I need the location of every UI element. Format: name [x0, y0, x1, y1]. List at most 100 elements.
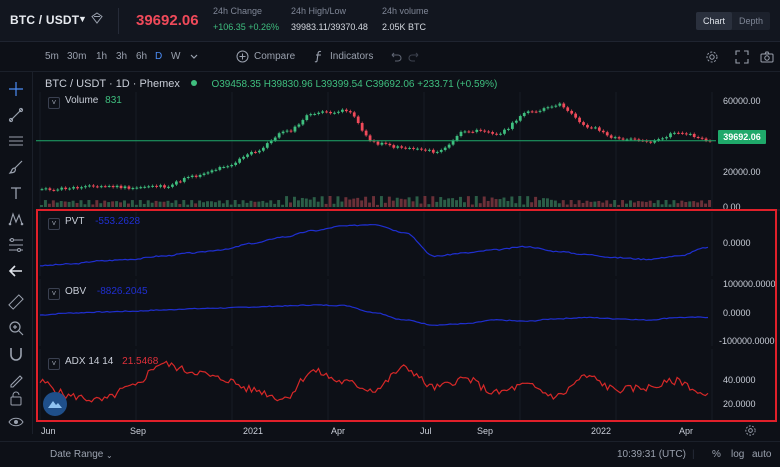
volume-bar	[253, 201, 257, 207]
volume-bar	[431, 196, 435, 207]
candle-body	[586, 124, 589, 128]
x-tick: Sep	[477, 426, 494, 436]
text-tool-icon[interactable]	[8, 185, 24, 201]
volume-bar	[391, 200, 395, 207]
fib-retracement-icon[interactable]	[8, 237, 24, 253]
volume-bar	[103, 200, 107, 207]
candle-body	[487, 131, 491, 133]
magnet-icon[interactable]	[8, 346, 24, 362]
volume-bar	[625, 203, 628, 207]
camera-icon[interactable]	[760, 50, 774, 64]
x-tick: Sep	[130, 426, 147, 436]
auto-scale-toggle[interactable]: auto	[752, 449, 772, 460]
undo-icon[interactable]	[388, 50, 402, 64]
favorite-icon[interactable]	[91, 12, 103, 24]
zoom-in-icon[interactable]	[8, 320, 24, 336]
settings-gear-icon[interactable]	[705, 50, 719, 64]
volume-bar	[376, 204, 379, 207]
tab-depth[interactable]: Depth	[738, 16, 763, 26]
pencil-lock-icon[interactable]	[8, 372, 24, 388]
volume-bar	[427, 204, 431, 207]
axis-settings-icon[interactable]	[744, 424, 757, 437]
legend-high: H39830.96	[263, 79, 313, 90]
pattern-icon[interactable]	[8, 211, 24, 227]
candle-body	[48, 188, 52, 190]
timeframe-1d[interactable]: D	[155, 51, 163, 62]
fullscreen-icon[interactable]	[735, 50, 749, 64]
volume-bar	[573, 204, 577, 207]
lock-icon[interactable]	[8, 390, 24, 406]
timeframe-3h[interactable]: 3h	[116, 51, 128, 62]
compare-button[interactable]: Compare	[236, 50, 295, 63]
adx-label: ADX 14 14	[65, 356, 114, 367]
volume-bar	[99, 203, 103, 207]
candle-body	[91, 185, 95, 187]
volume-bar	[609, 203, 613, 207]
timeframe-6h[interactable]: 6h	[136, 51, 148, 62]
timeframe-1w[interactable]: W	[171, 51, 181, 62]
chevron-down-icon[interactable]	[189, 51, 199, 61]
volume-bar	[289, 202, 292, 207]
pvt-line	[39, 223, 709, 267]
candle-body	[364, 130, 368, 136]
candle-body	[673, 132, 676, 134]
indicators-button[interactable]: Indicators	[313, 50, 373, 63]
candle-body	[688, 133, 692, 135]
candle-body	[475, 129, 479, 132]
caret-down-icon[interactable]: ▼	[78, 14, 87, 24]
volume-bar	[660, 204, 664, 207]
volume-bar	[542, 198, 545, 207]
volume-bar	[680, 200, 684, 207]
candle-body	[546, 107, 550, 109]
timeframe-30m[interactable]: 30m	[67, 51, 87, 62]
pair-selector-label[interactable]: BTC / USDT	[10, 13, 80, 27]
candle-body	[202, 173, 206, 175]
eye-icon[interactable]	[8, 414, 24, 430]
volume-bar	[439, 197, 443, 207]
candle-body	[700, 137, 704, 139]
date-range-button[interactable]: Date Range	[50, 449, 104, 460]
trend-line-icon[interactable]	[8, 107, 24, 123]
brush-icon[interactable]	[8, 159, 24, 175]
tab-chart[interactable]: Chart	[695, 12, 732, 30]
candle-body	[542, 108, 546, 111]
timeframe-1h[interactable]: 1h	[96, 51, 108, 62]
collapse-chevron-icon[interactable]: ˅	[48, 288, 60, 300]
volume-bar	[435, 201, 439, 207]
volume-bar	[154, 200, 158, 207]
candle-body	[297, 124, 301, 127]
candle-body	[147, 186, 151, 188]
x-tick: Apr	[331, 426, 346, 436]
horizontal-lines-icon[interactable]	[8, 133, 24, 149]
timeframe-5m[interactable]: 5m	[45, 51, 59, 62]
volume-bar	[538, 200, 542, 207]
volume-bar	[51, 200, 55, 207]
collapse-chevron-icon[interactable]: ˅	[48, 358, 60, 370]
volume-bar	[320, 196, 324, 207]
redo-icon[interactable]	[408, 50, 422, 64]
percent-scale-toggle[interactable]: %	[712, 449, 721, 460]
collapse-chevron-icon[interactable]: ˅	[48, 97, 60, 109]
crosshair-icon[interactable]	[8, 81, 24, 97]
chevron-down-icon[interactable]: ⌄	[106, 451, 113, 460]
candle-body	[337, 111, 340, 113]
ruler-icon[interactable]	[8, 294, 24, 310]
candle-body	[44, 188, 48, 190]
candle-body	[84, 186, 87, 188]
back-arrow-icon[interactable]	[8, 263, 24, 279]
log-scale-toggle[interactable]: log	[731, 449, 745, 460]
volume-bar	[324, 203, 328, 207]
volume-bar	[415, 196, 419, 207]
candle-body	[507, 128, 510, 130]
volume-bar	[486, 200, 490, 207]
candle-body	[601, 130, 605, 133]
volume-bar	[225, 200, 229, 207]
collapse-chevron-icon[interactable]: ˅	[48, 218, 60, 230]
volume-bar	[364, 196, 368, 207]
volume-legend: ˅ Volume 831	[48, 95, 122, 109]
volume-bar	[158, 201, 162, 207]
y-tick-adx: 40.0000	[723, 375, 756, 385]
volume-bar	[530, 202, 534, 207]
candle-body	[451, 140, 455, 145]
